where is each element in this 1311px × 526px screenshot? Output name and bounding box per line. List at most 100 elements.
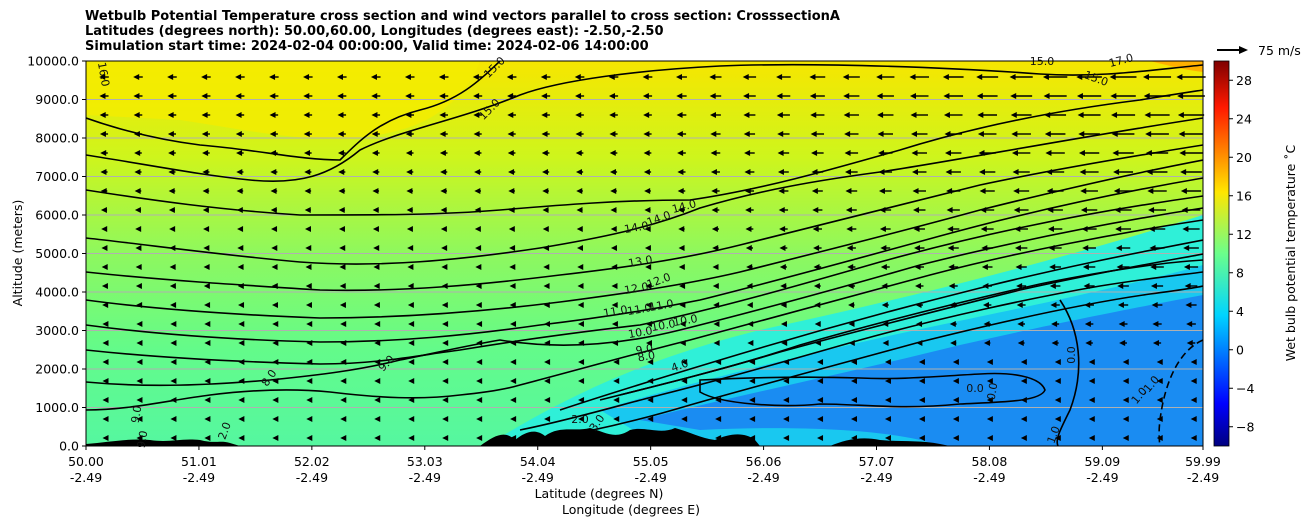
wind-vector [1111,112,1136,118]
wind-vector [544,378,551,384]
x-tick-label-lat: 51.01 [181,454,217,469]
wind-vector [851,378,858,384]
wind-vector [813,283,821,289]
wind-vector [845,207,857,213]
wind-vector [238,340,245,346]
wind-vector [912,188,926,194]
wind-vector [611,283,618,289]
wind-vector [136,416,143,422]
wind-vector [677,169,686,175]
wind-vector [710,169,720,175]
contour-label: 8.0 [637,349,656,365]
wind-vector [371,150,380,156]
wind-vector [374,397,381,403]
wind-vector [715,397,722,403]
wind-vector [609,169,618,175]
wind-vector [884,378,891,384]
wind-vector [408,359,415,365]
wind-vector [946,188,961,194]
wind-vector [977,112,998,118]
wind-vector [201,74,211,80]
wind-vector [645,340,652,346]
contour-15 [86,61,501,161]
wind-vector [475,283,482,289]
wind-vector [643,169,652,175]
wind-vector [986,359,993,365]
wind-vector [644,188,651,194]
wind-vector [305,264,312,270]
wind-vector [1051,321,1060,327]
wind-vector [272,321,279,327]
wind-vector [202,150,210,156]
wind-vector [613,397,620,403]
wind-vector [575,112,584,118]
x-tick-label-lat: 50.00 [68,454,104,469]
wind-vector [1078,150,1100,156]
wind-vector [776,74,791,80]
wind-vector [644,245,651,251]
colorbar [1213,60,1230,447]
wind-vector [743,93,756,99]
wind-vector [238,416,245,422]
contour-14a [86,89,1203,216]
wind-vector [608,74,619,80]
wind-vector [238,321,245,327]
wind-vector [439,150,448,156]
wind-vector [814,302,821,308]
wind-vector [1185,302,1197,308]
wind-vector [948,283,958,289]
wind-vector [303,93,313,99]
wind-vector [876,93,894,99]
wind-vector [441,302,448,308]
wind-vector [783,378,790,384]
wind-vector [237,226,244,232]
wind-vector [202,188,210,194]
contour-label: 12.0 [623,280,649,297]
wind-vector [609,131,618,137]
wind-vector [943,93,964,99]
colorbar-tick-label: −8 [1236,419,1254,434]
wind-vector [306,435,313,441]
wind-vector [542,169,550,175]
wind-vector [272,340,279,346]
wind-vector [986,435,993,441]
wind-vector [880,245,891,251]
wind-vector [340,378,347,384]
quiver-key-label: 75 m/s [1258,43,1301,58]
wind-vector [541,150,550,156]
wind-vector [476,378,483,384]
wind-vector [647,435,654,441]
wind-vector [846,245,856,251]
wind-vector [374,416,381,422]
wind-vector [783,416,790,422]
wind-vector [1020,359,1027,365]
wind-vector [540,74,551,80]
wind-vector [271,283,278,289]
wind-vector [371,93,381,99]
wind-vector [980,226,994,232]
wind-vector [910,112,928,118]
wind-vector [101,283,108,289]
wind-vector [642,74,653,80]
wind-vector [776,93,791,99]
wind-vector [202,207,209,213]
wind-vector [236,150,244,156]
wind-vector [1156,359,1163,365]
wind-vectors [99,74,1206,441]
terrain-silhouette [86,428,950,446]
wind-vector [133,93,143,99]
wind-vector [879,207,892,213]
wind-vector [541,131,550,137]
wind-vector [609,112,618,118]
wind-vector [373,283,380,289]
wind-vector [1115,245,1131,251]
wind-vector [574,74,585,80]
wind-vector [170,435,177,441]
x-tick-label-lon: -2.49 [296,470,328,485]
x-tick-label-lat: 55.05 [633,454,669,469]
wind-vector [912,169,927,175]
wind-vector [407,283,414,289]
wind-vector [1014,245,1028,251]
wind-vector [1176,74,1206,80]
wind-vector [272,378,279,384]
